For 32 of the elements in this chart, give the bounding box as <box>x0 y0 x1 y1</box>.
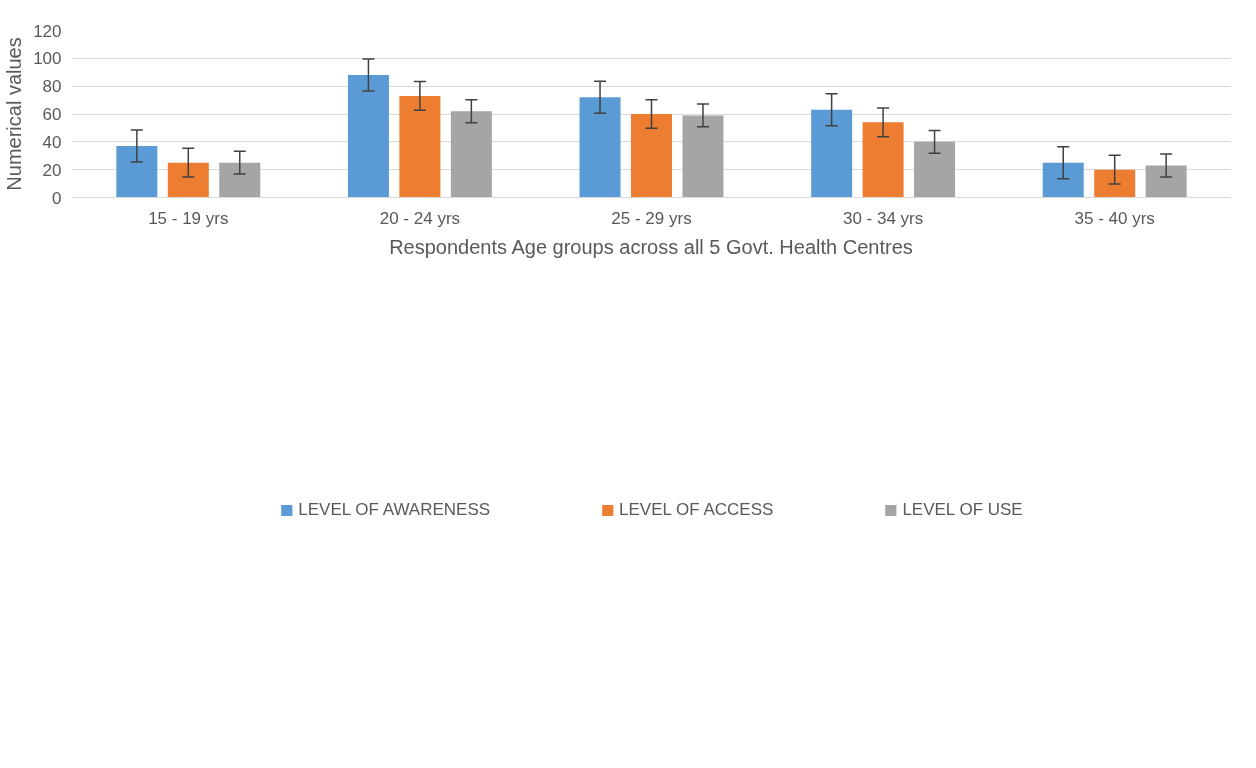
bar <box>1145 165 1187 198</box>
legend-label: LEVEL OF AWARENESS <box>298 500 491 520</box>
y-axis-title: Numerical values <box>3 37 26 191</box>
bar <box>347 75 389 198</box>
bar <box>1094 169 1136 198</box>
y-tick-label: 40 <box>42 132 62 152</box>
bar <box>1042 162 1084 198</box>
bar <box>682 115 724 198</box>
bar <box>914 141 956 198</box>
bar <box>631 114 672 198</box>
bar <box>579 97 621 198</box>
legend-label: LEVEL OF USE <box>902 500 1023 520</box>
x-tick-label: 30 - 34 yrs <box>842 208 924 228</box>
legend-label: LEVEL OF ACCESS <box>619 500 774 520</box>
x-axis-title: Respondents Age groups across all 5 Govt. Health Centres <box>389 235 913 258</box>
bar <box>116 146 158 198</box>
y-tick-label: 0 <box>52 188 62 208</box>
x-tick-label: 15 - 19 yrs <box>148 208 229 228</box>
bar <box>862 122 904 198</box>
bar <box>167 162 209 198</box>
bar <box>811 109 853 198</box>
y-tick-label: 60 <box>42 105 62 124</box>
bar <box>399 95 441 198</box>
y-tick-label: 80 <box>42 77 62 97</box>
bar <box>450 111 492 198</box>
x-tick-label: 25 - 29 yrs <box>611 208 692 228</box>
y-tick-label: 100 <box>33 49 62 69</box>
bar <box>219 162 261 198</box>
x-tick-label: 20 - 24 yrs <box>379 208 461 228</box>
x-tick-label: 35 - 40 yrs <box>1074 208 1155 228</box>
y-tick-label: 120 <box>33 21 62 41</box>
y-tick-label: 20 <box>42 160 62 180</box>
